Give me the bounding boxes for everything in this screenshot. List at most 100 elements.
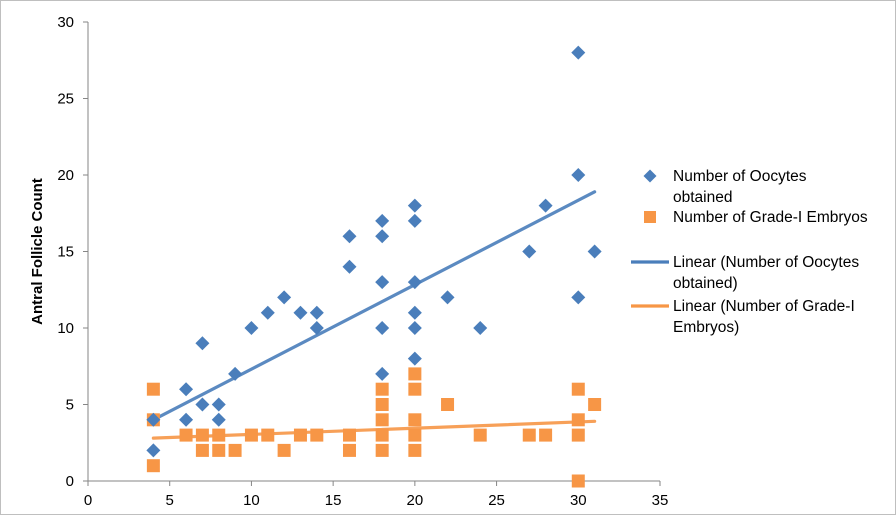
- trendline: [151, 190, 597, 422]
- oocyte-point: [195, 336, 210, 351]
- oocyte-point: [375, 213, 390, 228]
- embryo-point: [375, 443, 389, 457]
- oocyte-point: [407, 351, 422, 366]
- embryo-point: [261, 428, 275, 442]
- y-axis-title: Antral Follicle Count: [29, 178, 46, 325]
- tick-labels: 0 5 10 15 20 25 30 0 5 10 15 20 25 30 35: [57, 14, 668, 509]
- embryo-point: [375, 428, 389, 442]
- embryo-point: [408, 367, 422, 381]
- x-tick-label: 0: [84, 492, 92, 509]
- legend-diamond-marker: [643, 169, 657, 183]
- embryo-point: [195, 443, 209, 457]
- embryo-point: [179, 428, 193, 442]
- trendline-layer: [151, 190, 597, 440]
- x-tick-label: 15: [325, 492, 342, 509]
- x-tick-label: 35: [652, 492, 669, 509]
- oocyte-point: [571, 290, 586, 305]
- oocyte-point: [211, 412, 226, 427]
- embryo-point: [571, 474, 585, 488]
- oocyte-point: [522, 244, 537, 259]
- legend: Number of Oocytes obtained Number of Grade…: [631, 168, 868, 336]
- embryo-point: [408, 382, 422, 396]
- embryo-point: [522, 428, 536, 442]
- embryo-point: [310, 428, 324, 442]
- y-tick-label: 25: [57, 91, 74, 108]
- trendline: [151, 419, 597, 440]
- oocyte-point: [407, 275, 422, 290]
- embryo-point: [293, 428, 307, 442]
- oocyte-point: [179, 412, 194, 427]
- x-tick-label: 30: [570, 492, 587, 509]
- y-tick-label: 0: [66, 473, 74, 490]
- oocyte-point: [277, 290, 292, 305]
- embryo-point: [146, 459, 160, 473]
- embryo-point: [277, 443, 291, 457]
- y-tick-label: 20: [57, 167, 74, 184]
- x-tick-label: 20: [407, 492, 424, 509]
- oocyte-point: [342, 229, 357, 244]
- embryo-point: [146, 382, 160, 396]
- embryo-point: [375, 413, 389, 427]
- embryo-point: [212, 443, 226, 457]
- oocyte-point: [587, 244, 602, 259]
- oocyte-point: [407, 198, 422, 213]
- axes: [83, 21, 661, 486]
- legend-label: obtained: [673, 189, 732, 206]
- oocyte-point: [473, 321, 488, 335]
- embryo-point: [441, 398, 455, 411]
- oocyte-point: [309, 305, 324, 320]
- oocyte-point: [211, 397, 226, 412]
- oocyte-point: [342, 259, 357, 274]
- data-points: [146, 45, 602, 488]
- embryo-point: [588, 398, 602, 411]
- embryo-point: [342, 428, 356, 442]
- legend-label: Linear (Number of Grade-I: [673, 298, 855, 315]
- legend-label: Embryos): [673, 319, 739, 336]
- embryo-point: [408, 428, 422, 442]
- oocyte-point: [375, 275, 390, 290]
- oocyte-point: [375, 321, 390, 335]
- oocyte-point: [538, 198, 553, 213]
- y-tick-label: 10: [57, 320, 74, 337]
- legend-label: Number of Grade-I Embryos: [673, 209, 868, 226]
- oocyte-point: [228, 366, 243, 381]
- oocyte-point: [179, 382, 194, 397]
- embryo-point: [571, 382, 585, 396]
- embryo-point: [571, 413, 585, 427]
- oocyte-point: [146, 443, 161, 458]
- embryo-point: [375, 382, 389, 396]
- legend-label: Number of Oocytes: [673, 168, 807, 185]
- embryo-point: [195, 428, 209, 442]
- embryo-point: [408, 413, 422, 427]
- oocyte-point: [407, 305, 422, 320]
- oocyte-point: [309, 321, 324, 335]
- legend-square-marker: [644, 211, 656, 223]
- oocyte-point: [260, 305, 275, 320]
- embryo-point: [212, 428, 226, 442]
- embryo-point: [571, 428, 585, 442]
- y-tick-label: 15: [57, 244, 74, 261]
- x-tick-label: 5: [166, 492, 174, 509]
- embryo-point: [228, 443, 242, 457]
- x-tick-label: 10: [243, 492, 260, 509]
- legend-label: obtained): [673, 275, 738, 292]
- oocyte-point: [375, 366, 390, 381]
- embryo-point: [375, 398, 389, 411]
- legend-label: Linear (Number of Oocytes: [673, 254, 859, 271]
- embryo-point: [539, 428, 553, 442]
- x-tick-label: 25: [488, 492, 505, 509]
- oocyte-point: [571, 45, 586, 60]
- oocyte-point: [146, 412, 161, 427]
- oocyte-point: [407, 213, 422, 228]
- oocyte-point: [571, 168, 586, 182]
- oocyte-point: [293, 305, 308, 320]
- embryo-point: [473, 428, 487, 442]
- embryo-point: [244, 428, 258, 442]
- oocyte-point: [407, 321, 422, 335]
- oocyte-point: [440, 290, 455, 305]
- oocyte-point: [244, 321, 259, 335]
- oocyte-point: [195, 397, 210, 412]
- y-tick-label: 30: [57, 14, 74, 31]
